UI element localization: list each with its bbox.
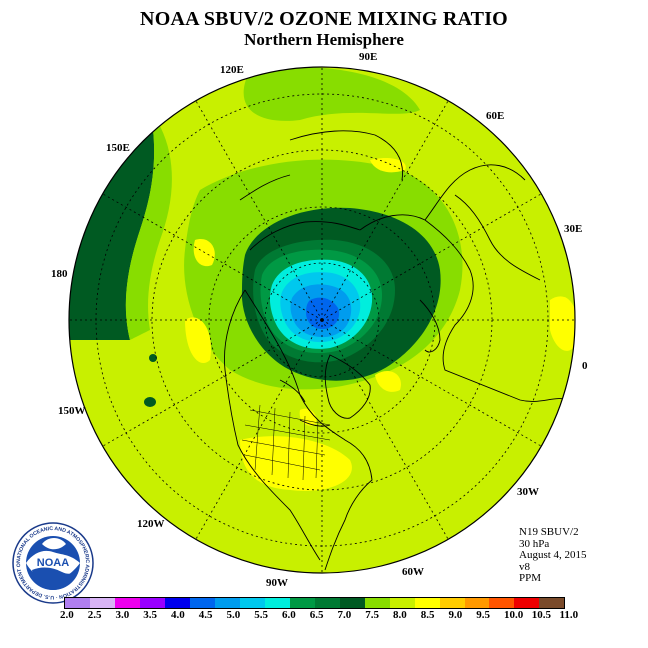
colorbar-swatch xyxy=(364,598,390,608)
colorbar-label: 6.5 xyxy=(309,609,324,621)
colorbar-label: 10.5 xyxy=(531,609,551,621)
colorbar-label: 7.0 xyxy=(337,609,352,621)
map-subtitle: Northern Hemisphere xyxy=(244,30,404,49)
colorbar-label: 10.0 xyxy=(504,609,524,621)
colorbar-label: 6.0 xyxy=(282,609,296,621)
colorbar-label: 7.5 xyxy=(365,609,379,621)
info-satellite: N19 SBUV/2 xyxy=(519,526,579,538)
lon-label-120w: 120W xyxy=(137,518,165,530)
colorbar-label: 11.0 xyxy=(559,609,579,621)
colorbar-swatch xyxy=(414,598,440,608)
colorbar-swatch xyxy=(314,598,340,608)
colorbar-label: 5.0 xyxy=(226,609,241,621)
lon-label-90e: 90E xyxy=(359,51,378,63)
colorbar-swatch xyxy=(489,598,515,608)
info-units: PPM xyxy=(519,572,542,584)
info-date: August 4, 2015 xyxy=(519,549,587,561)
lon-label-60e: 60E xyxy=(486,110,505,122)
colorbar-swatch xyxy=(389,598,415,608)
colorbar-label: 9.0 xyxy=(448,609,463,621)
map-title: NOAA SBUV/2 OZONE MIXING RATIO xyxy=(140,8,508,30)
colorbar-label: 4.0 xyxy=(171,609,185,621)
lon-label-0: 0 xyxy=(582,360,588,372)
colorbar-labels: 2.0 2.5 3.0 3.5 4.0 4.5 5.0 5.5 6.0 6.5 7.0 7.5 8.0 8… xyxy=(52,609,612,623)
colorbar-swatch xyxy=(464,598,490,608)
colorbar-swatch xyxy=(514,598,540,608)
colorbar-label: 3.5 xyxy=(143,609,157,621)
colorbar-label: 8.0 xyxy=(393,609,407,621)
colorbar-label: 4.5 xyxy=(198,609,213,621)
info-version: v8 xyxy=(519,560,530,573)
info-level: 30 hPa xyxy=(519,537,550,550)
meridian-lines xyxy=(69,67,575,573)
colorbar-label: 2.5 xyxy=(87,609,102,621)
colorbar-swatch xyxy=(189,598,215,608)
coastlines xyxy=(224,130,571,571)
colorbar-label: 5.5 xyxy=(254,609,268,621)
lon-label-120e: 120E xyxy=(220,64,244,76)
colorbar-swatch xyxy=(164,598,190,608)
lon-label-150w: 150W xyxy=(58,405,86,417)
colorbar-swatch xyxy=(114,598,140,608)
state-borders xyxy=(241,404,331,481)
colorbar-swatch xyxy=(65,598,90,608)
colorbar xyxy=(64,597,566,609)
lon-label-180: 180 xyxy=(51,268,68,280)
noaa-logo: NATIONAL OCEANIC AND ATMOSPHERIC ADMINIS… xyxy=(12,522,94,604)
colorbar-swatch xyxy=(264,598,290,608)
noaa-logo-text: NOAA xyxy=(37,557,69,569)
colorbar-swatch xyxy=(214,598,240,608)
globe-outline xyxy=(68,66,576,574)
colorbar-label: 9.5 xyxy=(476,609,490,621)
colorbar-swatch xyxy=(289,598,315,608)
lon-label-30w: 30W xyxy=(517,486,539,498)
colorbar-label: 3.0 xyxy=(115,609,130,621)
colorbar-swatch xyxy=(439,598,465,608)
ozone-field xyxy=(69,67,575,573)
colorbar-swatch xyxy=(139,598,165,608)
lon-label-30e: 30E xyxy=(564,223,583,235)
lon-label-150e: 150E xyxy=(106,142,130,154)
lon-label-90w: 90W xyxy=(266,577,288,589)
colorbar-swatch xyxy=(239,598,265,608)
colorbar-label: 2.0 xyxy=(60,609,74,621)
colorbar-swatch xyxy=(339,598,365,608)
info-block: N19 SBUV/2 30 hPa August 4, 2015 v8 PPM xyxy=(519,526,587,585)
colorbar-swatch xyxy=(539,598,565,608)
colorbar-label: 8.5 xyxy=(420,609,435,621)
lon-label-60w: 60W xyxy=(402,566,424,578)
colorbar-swatch xyxy=(89,598,115,608)
